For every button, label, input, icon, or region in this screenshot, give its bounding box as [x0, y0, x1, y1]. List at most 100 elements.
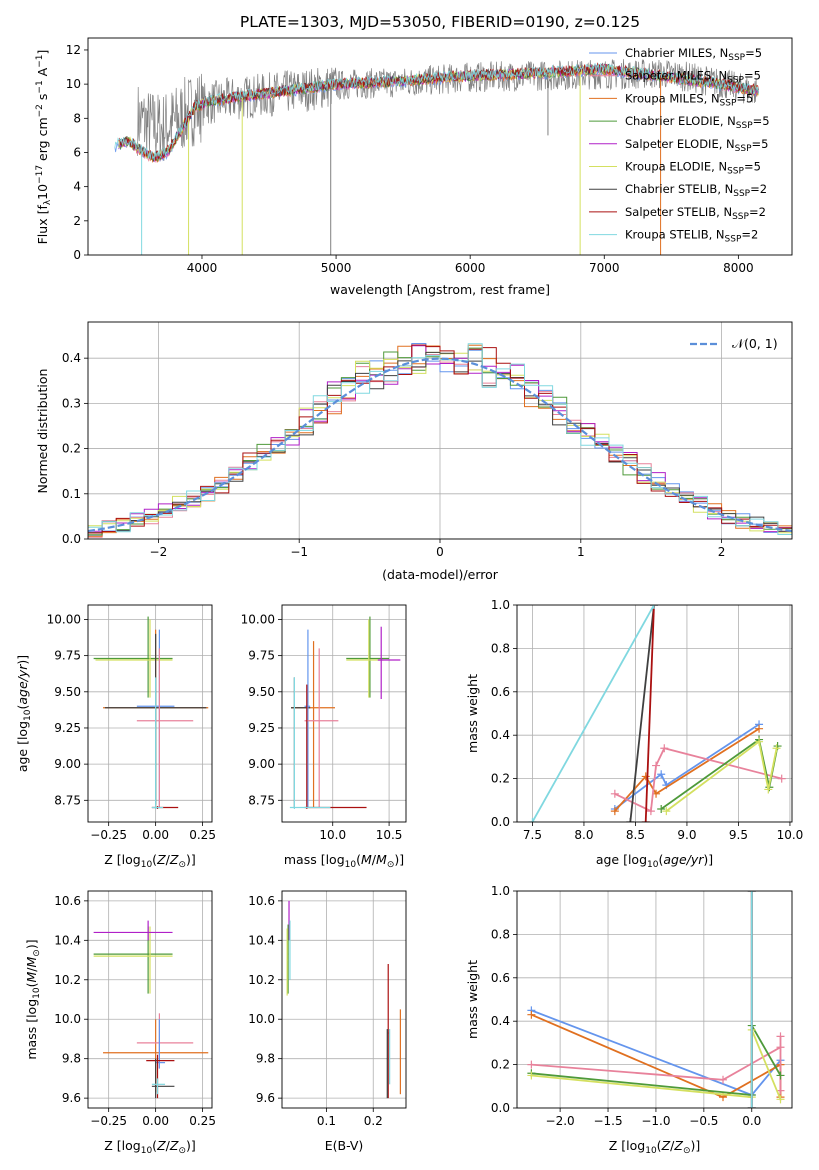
x-tick-label: 0: [436, 545, 444, 559]
x-tick-label: 9.0: [677, 828, 696, 842]
y-tick-label: 9.8: [256, 1052, 275, 1066]
x-tick-label: −2: [150, 545, 168, 559]
y-tick-label: 10.2: [54, 973, 81, 987]
legend-label: Kroupa ELODIE, NSSP=5: [625, 160, 761, 177]
legend-label: Kroupa STELIB, NSSP=2: [625, 228, 758, 245]
series-point: [641, 818, 650, 822]
data-spectrum: [137, 59, 759, 162]
y-axis-label: mass weight: [465, 674, 480, 753]
x-axis-label: age [log10(age/yr)]: [596, 852, 713, 870]
y-tick-label: 0.2: [62, 442, 81, 456]
y-tick-label: 9.00: [54, 757, 81, 771]
y-tick-label: 0.4: [62, 351, 81, 365]
x-tick-label: −1.5: [593, 1114, 622, 1128]
x-axis-label: (data-model)/error: [382, 567, 499, 582]
axes-frame: [87, 890, 213, 1109]
model-kroupa_stelib: [114, 63, 759, 161]
legend-label: Salpeter STELIB, NSSP=2: [625, 205, 766, 222]
y-tick-label: 9.50: [248, 685, 275, 699]
y-tick-label: 1.0: [491, 884, 510, 898]
x-tick-label: −1.0: [641, 1114, 670, 1128]
x-tick-label: 10.0: [777, 828, 804, 842]
axes-frame: [281, 890, 407, 1109]
y-tick-label: 10.4: [248, 933, 275, 947]
series-point: [776, 1032, 785, 1041]
x-tick-label: 7.5: [523, 828, 542, 842]
x-axis-label: mass [log10(M/M⊙)]: [284, 852, 404, 870]
series-point: [776, 1043, 785, 1052]
x-tick-label: 0.25: [189, 828, 216, 842]
x-tick-label: 8000: [723, 261, 754, 275]
y-tick-label: 0.6: [491, 685, 510, 699]
axis-ticks: 0.1 0.2 9.6 9.8 10.0 10.2 10.4 10.6: [248, 894, 383, 1128]
series-line: [644, 605, 655, 822]
plot-area: [517, 605, 792, 822]
series-point: [772, 744, 781, 753]
y-tick-label: 10.0: [248, 1012, 275, 1026]
series-point: [660, 744, 669, 753]
series-line: [614, 723, 760, 810]
y-tick-label: 0.2: [491, 772, 510, 786]
y-tick-label: 0.6: [491, 971, 510, 985]
y-axis-label: age [log10(age/yr)]: [15, 655, 33, 772]
y-tick-label: 8: [73, 111, 81, 125]
panel-massweight_vs_Z: −2.0 −1.5 −1.0 −0.5 0.0 0.0 0.2 0.4 0.6 0.8 1.0 Z […: [465, 884, 793, 1156]
series-point: [527, 1010, 536, 1019]
axes-frame: [516, 604, 793, 823]
y-tick-label: 9.25: [248, 721, 275, 735]
y-axis-label: Normed distribution: [35, 369, 50, 494]
axis-ticks: −2 −1 0 1 2 0.0 0.1 0.2 0.3 0.4: [62, 351, 726, 559]
x-tick-label: −2.0: [546, 1114, 575, 1128]
x-tick-label: 0.00: [142, 828, 169, 842]
y-tick-label: 0.3: [62, 396, 81, 410]
y-tick-label: 0.1: [62, 487, 81, 501]
y-tick-label: 10.0: [54, 1012, 81, 1026]
figure-title: PLATE=1303, MJD=53050, FIBERID=0190, z=0…: [240, 13, 640, 31]
y-tick-label: 10.2: [248, 973, 275, 987]
y-tick-label: 10.4: [54, 933, 81, 947]
y-tick-label: 9.50: [54, 685, 81, 699]
x-tick-label: 9.5: [729, 828, 748, 842]
y-tick-label: 10.6: [248, 894, 275, 908]
panel-residuals: −2 −1 0 1 2 0.0 0.1 0.2 0.3 0.4 𝒩(0, 1) (data-model…: [35, 321, 793, 582]
panel-mass_vs_Z: −0.25 0.00 0.25 9.6 9.8 10.0 10.2 10.4 10.6 Z [lo…: [24, 890, 216, 1156]
series-point: [610, 789, 619, 798]
x-tick-label: 0.1: [317, 1114, 336, 1128]
axis-ticks: 4000 5000 6000 7000 8000 0 2 4 6 8 10 12: [66, 43, 754, 275]
y-tick-label: 9.75: [54, 649, 81, 663]
plot-area: [88, 605, 212, 822]
series-point: [657, 770, 666, 779]
y-tick-label: 9.25: [54, 721, 81, 735]
x-tick-label: 0.00: [142, 1114, 169, 1128]
x-axis-label: wavelength [Angstrom, rest frame]: [330, 282, 550, 297]
legend: Chabrier MILES, NSSP=5 Salpeter MILES, NS…: [589, 46, 770, 245]
axis-ticks: −0.25 0.00 0.25 9.6 9.8 10.0 10.2 10.4 10.6: [54, 894, 216, 1128]
panel-age_vs_Z: −0.25 0.00 0.25 8.75 9.00 9.25 9.50 9.75 10.00 Z …: [15, 604, 216, 870]
series-line: [665, 740, 778, 812]
axis-ticks: 7.5 8.0 8.5 9.0 9.5 10.0 0.0 0.2 0.4 0.6 0.8 1.0: [491, 598, 803, 842]
series-point: [652, 761, 661, 770]
y-tick-label: 9.8: [62, 1052, 81, 1066]
axis-ticks: −2.0 −1.5 −1.0 −0.5 0.0 0.0 0.2 0.4 0.6 0.8 1.0: [491, 884, 761, 1128]
x-tick-label: 4000: [187, 261, 218, 275]
gaussian-curve: [88, 357, 792, 533]
x-tick-label: 8.0: [574, 828, 593, 842]
y-tick-label: 10.00: [47, 612, 81, 626]
y-tick-label: 0.0: [491, 1101, 510, 1115]
y-tick-label: 0.2: [491, 1058, 510, 1072]
y-tick-label: 6: [73, 145, 81, 159]
plot-area: [88, 891, 212, 1108]
y-tick-label: 10.00: [241, 612, 275, 626]
y-tick-label: 9.00: [248, 757, 275, 771]
x-axis-label: Z [log10(Z/Z⊙)]: [104, 852, 196, 870]
axes-frame: [281, 604, 407, 823]
x-tick-label: 0.25: [189, 1114, 216, 1128]
series-point: [662, 807, 671, 816]
y-tick-label: 0.4: [491, 728, 510, 742]
y-tick-label: 9.6: [256, 1091, 275, 1105]
series-point: [527, 1071, 536, 1080]
series-line: [531, 605, 655, 822]
y-tick-label: 0: [73, 248, 81, 262]
